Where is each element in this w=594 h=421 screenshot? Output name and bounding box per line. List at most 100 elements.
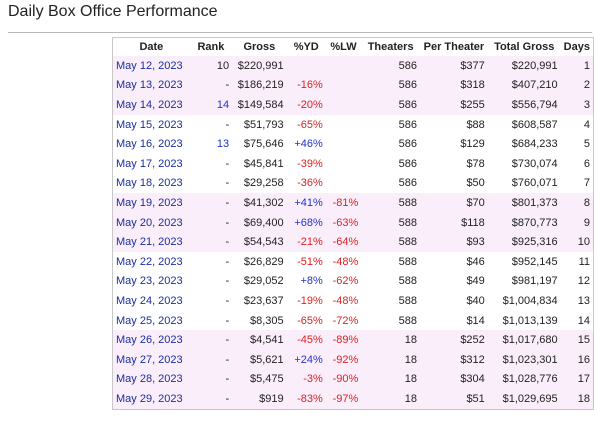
cell-gross: $41,302 bbox=[232, 193, 287, 213]
cell-rank: - bbox=[189, 369, 233, 390]
cell-days: 18 bbox=[560, 389, 594, 410]
cell-theaters: 588 bbox=[398, 294, 418, 307]
cell-days: 13 bbox=[577, 294, 590, 307]
cell-days: 14 bbox=[577, 314, 590, 327]
cell-days: 8 bbox=[560, 193, 594, 213]
cell-days: 5 bbox=[583, 138, 590, 151]
cell-date[interactable]: May 23, 2023 bbox=[116, 275, 183, 288]
table-row: May 28, 2023- $5,475 -3% -90% 18 $304 $1,028,7… bbox=[112, 369, 594, 390]
cell-gross: $4,541 bbox=[232, 330, 287, 350]
cell-rank: 10 bbox=[189, 56, 233, 76]
cell-yd: -51% bbox=[297, 255, 323, 268]
table-row: May 19, 2023- $41,302 +41% -81% 588 $70 $801,3… bbox=[112, 193, 594, 213]
cell-yd: -45% bbox=[286, 330, 326, 350]
cell-lw bbox=[325, 56, 362, 76]
cell-total-gross: $730,074 bbox=[511, 157, 558, 170]
box-office-table: Date Rank Gross %YD %LW Theaters Per The… bbox=[112, 37, 594, 410]
cell-lw bbox=[326, 174, 361, 194]
cell-rank: - bbox=[189, 389, 233, 410]
cell-yd: -16% bbox=[286, 75, 326, 96]
cell-theaters: 18 bbox=[361, 330, 421, 350]
cell-gross: $149,584 bbox=[232, 95, 287, 115]
cell-date[interactable]: May 19, 2023 bbox=[112, 193, 190, 213]
cell-per-theater: $49 bbox=[466, 275, 485, 288]
cell-rank: - bbox=[225, 294, 230, 307]
cell-theaters: 586 bbox=[361, 75, 421, 96]
cell-per-theater: $88 bbox=[466, 118, 485, 131]
cell-theaters: 586 bbox=[398, 118, 418, 131]
cell-yd: -21% bbox=[286, 232, 326, 252]
cell-gross: $220,991 bbox=[232, 56, 287, 76]
cell-lw: -62% bbox=[332, 275, 359, 288]
cell-lw: -89% bbox=[325, 330, 362, 350]
cell-yd: -36% bbox=[297, 177, 323, 190]
cell-date[interactable]: May 16, 2023 bbox=[116, 138, 183, 151]
cell-date[interactable]: May 15, 2023 bbox=[116, 118, 183, 131]
table-row: May 16, 2023 13 $75,646 +46% 586 $129 $684,233… bbox=[113, 134, 594, 154]
cell-lw bbox=[325, 75, 362, 96]
cell-rank: 14 bbox=[189, 95, 233, 115]
cell-total-gross: $1,017,680 bbox=[487, 330, 561, 350]
cell-rank: - bbox=[189, 330, 233, 350]
cell-date[interactable]: May 20, 2023 bbox=[112, 212, 190, 233]
cell-total-gross: $801,373 bbox=[487, 193, 561, 213]
cell-rank: - bbox=[189, 212, 233, 233]
cell-date[interactable]: May 21, 2023 bbox=[112, 232, 190, 252]
cell-lw bbox=[326, 115, 361, 135]
cell-total-gross: $981,197 bbox=[511, 275, 558, 288]
cell-lw: -90% bbox=[325, 369, 362, 390]
table-row: May 25, 2023 - $8,305 -65% -72% 588 $14 $1,013,… bbox=[113, 311, 594, 331]
cell-rank: - bbox=[225, 157, 230, 170]
cell-theaters: 588 bbox=[361, 232, 421, 252]
cell-date[interactable]: May 25, 2023 bbox=[116, 314, 183, 327]
cell-yd: -39% bbox=[297, 157, 323, 170]
table-row: May 27, 2023- $5,621 +24% -92% 18 $312 $1,023,… bbox=[112, 349, 594, 370]
cell-per-theater: $14 bbox=[466, 314, 485, 327]
table-row: May 12, 2023 10 $220,991 586 $377 $220,991 1 bbox=[112, 56, 594, 76]
cell-gross: $23,637 bbox=[243, 294, 284, 307]
table-row: May 24, 2023 - $23,637 -19% -48% 588 $40 $1,004… bbox=[113, 291, 594, 311]
cell-date[interactable]: May 14, 2023 bbox=[112, 95, 190, 115]
cell-date[interactable]: May 18, 2023 bbox=[116, 177, 183, 190]
cell-per-theater: $318 bbox=[420, 75, 488, 96]
cell-total-gross: $220,991 bbox=[487, 56, 561, 76]
header-total-gross: Total Gross bbox=[487, 37, 561, 56]
header-theaters: Theaters bbox=[361, 37, 421, 56]
cell-date[interactable]: May 26, 2023 bbox=[112, 330, 190, 350]
cell-date[interactable]: May 22, 2023 bbox=[116, 255, 183, 268]
cell-theaters: 586 bbox=[398, 138, 418, 151]
table-row: May 14, 2023 14 $149,584 -20% 586 $255 $556,79… bbox=[112, 95, 594, 115]
cell-date[interactable]: May 28, 2023 bbox=[112, 369, 190, 390]
table-row: May 26, 2023- $4,541 -45% -89% 18 $252 $1,017,… bbox=[112, 330, 594, 350]
cell-lw: -48% bbox=[332, 294, 359, 307]
cell-rank: 13 bbox=[216, 138, 230, 151]
cell-days: 6 bbox=[583, 157, 590, 170]
cell-lw bbox=[326, 154, 361, 174]
header-days: Days bbox=[560, 37, 594, 56]
cell-yd: -83% bbox=[286, 389, 326, 410]
table-row: May 20, 2023- $69,400 +68% -63% 588 $118 $870,… bbox=[112, 212, 594, 233]
cell-gross: $51,793 bbox=[243, 118, 284, 131]
cell-gross: $8,305 bbox=[249, 314, 284, 327]
cell-gross: $69,400 bbox=[232, 212, 287, 233]
cell-gross: $29,258 bbox=[243, 177, 284, 190]
cell-date[interactable]: May 29, 2023 bbox=[112, 389, 190, 410]
cell-date[interactable]: May 13, 2023 bbox=[112, 75, 190, 96]
cell-gross: $186,219 bbox=[232, 75, 287, 96]
cell-date[interactable]: May 17, 2023 bbox=[116, 157, 183, 170]
cell-date[interactable]: May 27, 2023 bbox=[112, 349, 190, 370]
cell-gross: $75,646 bbox=[243, 138, 284, 151]
cell-gross: $29,052 bbox=[243, 275, 284, 288]
cell-days: 10 bbox=[560, 232, 594, 252]
cell-total-gross: $925,316 bbox=[487, 232, 561, 252]
cell-rank: - bbox=[189, 193, 233, 213]
cell-days: 9 bbox=[560, 212, 594, 233]
cell-theaters: 588 bbox=[398, 255, 418, 268]
table-row: May 15, 2023 - $51,793 -65% 586 $88 $608,587 4 bbox=[113, 115, 594, 135]
cell-theaters: 18 bbox=[361, 389, 421, 410]
cell-date[interactable]: May 24, 2023 bbox=[116, 294, 183, 307]
cell-date[interactable]: May 12, 2023 bbox=[112, 56, 190, 76]
title-divider bbox=[8, 32, 592, 33]
cell-per-theater: $312 bbox=[420, 349, 488, 370]
cell-rank: - bbox=[225, 275, 230, 288]
